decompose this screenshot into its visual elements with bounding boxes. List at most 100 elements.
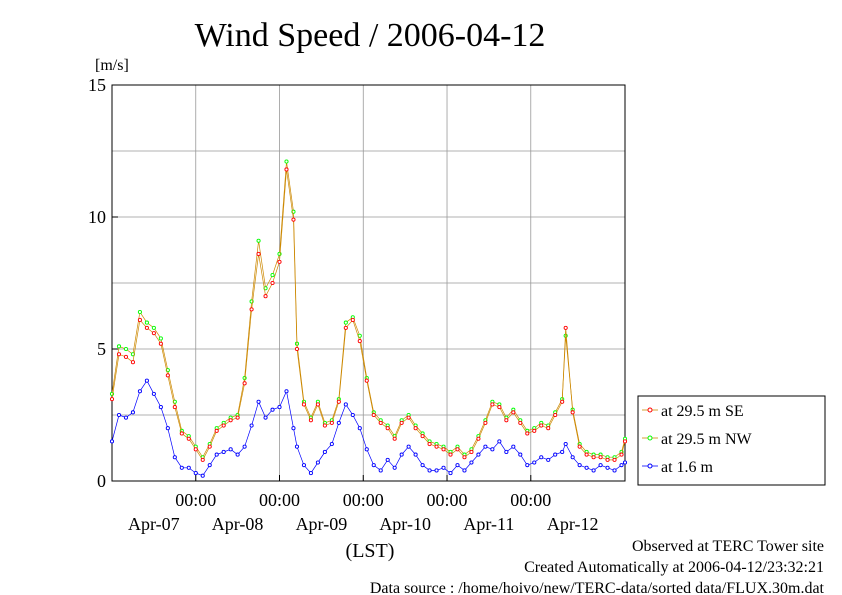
data-point [350, 317, 355, 323]
data-point [165, 426, 170, 431]
data-point [577, 444, 582, 449]
series-1 [109, 159, 628, 460]
data-point [144, 325, 149, 330]
data-point [123, 354, 129, 359]
data-point [511, 444, 516, 449]
data-point [563, 441, 568, 447]
data-point [490, 402, 495, 407]
series-line [111, 161, 626, 458]
data-point [343, 320, 348, 325]
data-point [301, 402, 306, 407]
data-point [455, 447, 460, 452]
data-point [591, 455, 596, 460]
data-point [532, 428, 537, 433]
data-point [109, 439, 115, 444]
data-point [539, 423, 544, 428]
data-point [399, 420, 404, 425]
data-point [291, 426, 296, 431]
data-point [504, 418, 509, 423]
legend-label: at 29.5 m SE [661, 403, 744, 420]
data-point [462, 455, 467, 460]
data-point [483, 420, 488, 425]
data-point [256, 399, 261, 404]
series-group [109, 159, 628, 478]
data-point [308, 471, 313, 476]
data-point [277, 259, 282, 264]
data-point [200, 473, 205, 478]
data-point [539, 455, 544, 460]
data-point [406, 415, 411, 420]
data-point [350, 412, 355, 418]
data-point [553, 452, 558, 457]
data-point [546, 457, 551, 462]
data-point [427, 468, 432, 473]
data-point [179, 465, 184, 470]
data-point [584, 465, 589, 470]
data-point [476, 436, 481, 441]
data-point [165, 373, 170, 378]
data-point [448, 471, 453, 476]
data-point [622, 439, 628, 444]
legend-box [637, 395, 826, 486]
data-point [563, 325, 568, 330]
data-point [249, 307, 254, 312]
data-point [518, 420, 523, 425]
y-tick-label: 0 [97, 471, 106, 491]
y-tick-label: 15 [88, 75, 106, 95]
data-point [137, 317, 142, 323]
legend: at 29.5 m SE at 29.5 m NW at 1.6 m [637, 395, 826, 486]
data-point [378, 420, 383, 425]
data-point [420, 434, 425, 439]
x-date-label: Apr-08 [212, 514, 264, 534]
data-point [329, 441, 334, 447]
data-point [221, 423, 226, 428]
data-point [497, 439, 502, 444]
data-point [130, 410, 135, 415]
data-point [294, 444, 300, 449]
legend-label: at 1.6 m [661, 459, 714, 476]
data-point [378, 468, 383, 473]
legend-swatch-marker [647, 435, 653, 441]
data-point [612, 468, 617, 473]
data-point [322, 449, 327, 455]
data-point [434, 468, 439, 473]
data-point [511, 410, 516, 415]
data-point [277, 405, 282, 410]
data-point [371, 463, 376, 468]
data-point [116, 344, 122, 349]
data-point [385, 457, 390, 462]
data-point [598, 455, 603, 460]
data-point [123, 346, 129, 352]
data-point [497, 405, 502, 410]
data-point [455, 463, 460, 468]
data-point [385, 426, 390, 431]
data-point [364, 378, 369, 383]
legend-label: at 29.5 m NW [661, 431, 753, 448]
data-point [364, 447, 369, 452]
data-point [462, 468, 467, 473]
data-point [207, 444, 212, 449]
data-point [469, 449, 474, 455]
data-point [612, 457, 617, 462]
data-point [235, 415, 240, 420]
data-point [406, 444, 411, 449]
data-point [158, 341, 163, 346]
x-tick-label: 00:00 [510, 490, 551, 510]
grid-lines [112, 85, 625, 481]
data-point [256, 238, 261, 243]
y-tick-label: 10 [88, 207, 106, 227]
data-point [109, 397, 115, 402]
data-point [144, 320, 149, 325]
data-point [560, 399, 565, 404]
data-point [308, 418, 313, 423]
x-date-label: Apr-09 [296, 514, 348, 534]
data-point [179, 431, 184, 436]
x-tick-label: 00:00 [175, 490, 216, 510]
legend-swatch-marker [647, 407, 653, 413]
series-line [111, 169, 626, 461]
data-point [151, 325, 156, 330]
data-point [214, 452, 219, 457]
data-point [270, 407, 275, 412]
x-tick-label: 00:00 [427, 490, 468, 510]
data-point [315, 402, 320, 407]
